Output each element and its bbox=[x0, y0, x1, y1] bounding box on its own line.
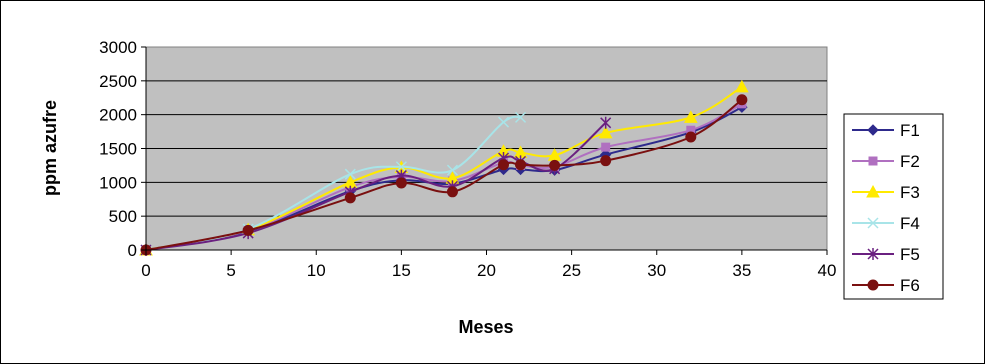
legend-marker-f3 bbox=[866, 184, 880, 198]
y-tick-label: 0 bbox=[128, 241, 137, 260]
legend-item-f6: F6 bbox=[852, 276, 920, 295]
legend-marker-f5 bbox=[867, 248, 879, 260]
y-tick-label: 1000 bbox=[99, 173, 137, 192]
legend-marker-f2 bbox=[868, 156, 878, 166]
data-point-f4 bbox=[515, 111, 527, 123]
legend-item-f2: F2 bbox=[852, 152, 920, 171]
legend-label-f4: F4 bbox=[900, 214, 920, 233]
y-tick-label: 500 bbox=[109, 207, 137, 226]
legend-label-f5: F5 bbox=[900, 245, 920, 264]
data-point-f5 bbox=[600, 116, 612, 129]
data-point-f6 bbox=[515, 159, 527, 171]
x-tick-label: 40 bbox=[818, 261, 837, 280]
legend-label-f3: F3 bbox=[900, 183, 920, 202]
legend-label-f2: F2 bbox=[900, 152, 920, 171]
data-point-f6 bbox=[498, 159, 510, 171]
data-point-f4 bbox=[497, 116, 510, 128]
data-point-f6 bbox=[736, 94, 748, 106]
data-point-f6 bbox=[549, 159, 561, 171]
legend-box bbox=[843, 113, 944, 300]
legend-marker-f4 bbox=[867, 217, 879, 229]
axes: 0 500 1000 1500 2000 2500 3000 0 5 10 15 20 25 30 35 40 bbox=[99, 38, 836, 280]
data-point-f4 bbox=[344, 168, 356, 180]
data-point-f3 bbox=[683, 110, 698, 123]
y-axis-title: ppm azufre bbox=[40, 100, 60, 196]
x-axis-title: Meses bbox=[458, 317, 513, 337]
data-point-f6 bbox=[446, 186, 458, 198]
legend-item-f3: F3 bbox=[852, 183, 920, 202]
legend-label-f1: F1 bbox=[900, 121, 920, 140]
x-tick-label: 0 bbox=[141, 261, 150, 280]
y-tick-label: 1500 bbox=[99, 140, 137, 159]
data-point-f2 bbox=[601, 142, 611, 152]
series-line-f1 bbox=[145, 106, 743, 251]
x-tick-label: 5 bbox=[226, 261, 235, 280]
data-point-f3 bbox=[735, 79, 749, 93]
data-point-f3 bbox=[598, 125, 613, 139]
x-tick-label: 20 bbox=[477, 261, 496, 280]
data-point-f4 bbox=[395, 161, 407, 173]
legend: F1 F2 F3 F4 F5 F6 bbox=[843, 113, 944, 300]
series-f6 bbox=[140, 94, 748, 256]
data-point-f6 bbox=[685, 131, 697, 143]
data-point-f4 bbox=[446, 164, 458, 176]
legend-item-f5: F5 bbox=[852, 245, 920, 264]
x-tick-label: 25 bbox=[562, 261, 581, 280]
legend-marker-f1 bbox=[867, 124, 879, 136]
legend-item-f1: F1 bbox=[852, 121, 920, 140]
x-tick-label: 35 bbox=[732, 261, 751, 280]
data-point-f6 bbox=[395, 177, 407, 189]
data-point-f6 bbox=[344, 192, 356, 204]
y-tick-label: 2500 bbox=[99, 72, 137, 91]
data-point-f6 bbox=[242, 224, 254, 236]
gridlines bbox=[146, 80, 827, 217]
x-tick-label: 15 bbox=[392, 261, 411, 280]
x-tick-label: 30 bbox=[647, 261, 666, 280]
legend-label-f6: F6 bbox=[900, 276, 920, 295]
y-tick-label: 2000 bbox=[99, 106, 137, 125]
x-tick-label: 10 bbox=[307, 261, 326, 280]
data-point-f6 bbox=[600, 155, 612, 167]
legend-marker-f6 bbox=[867, 279, 879, 291]
y-tick-label: 3000 bbox=[99, 38, 137, 57]
legend-item-f4: F4 bbox=[852, 214, 920, 233]
series-layer bbox=[139, 79, 749, 256]
